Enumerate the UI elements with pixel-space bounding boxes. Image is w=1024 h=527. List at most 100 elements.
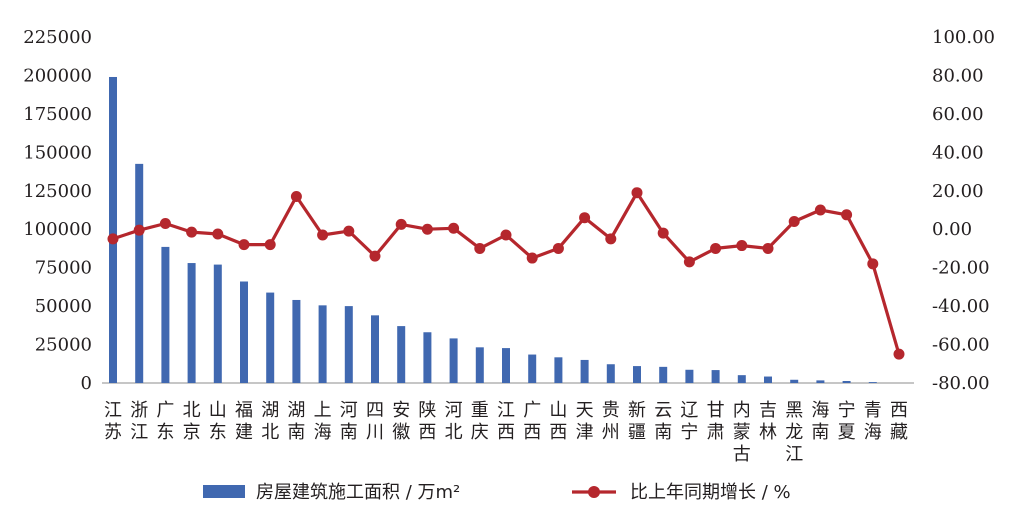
right-tick-label: 80.00	[932, 65, 984, 86]
legend-line-label: 比上年同期增长 / %	[630, 482, 791, 503]
line-point	[448, 222, 460, 234]
category-label: 南	[340, 422, 358, 443]
line-point	[186, 226, 198, 238]
left-axis-ticks: 0 25000 50000 75000 100000 125000 150000 175000…	[23, 27, 92, 394]
category-label: 宁	[838, 400, 856, 421]
line-point	[683, 256, 695, 268]
right-tick-label: 0.00	[932, 219, 972, 240]
bar	[109, 76, 117, 383]
bar	[790, 379, 799, 383]
category-label: 内	[733, 400, 751, 421]
category-label: 浙	[130, 400, 148, 421]
line-point	[107, 233, 119, 245]
line-point	[552, 242, 564, 254]
left-tick-label: 0	[81, 373, 92, 394]
right-tick-label: -20.00	[932, 258, 990, 279]
line-point	[500, 229, 512, 241]
bar	[187, 263, 196, 383]
bar	[685, 369, 694, 383]
category-label: 蒙	[733, 422, 751, 443]
category-label: 龙	[785, 422, 803, 443]
line-point	[762, 242, 774, 254]
category-label: 东	[209, 422, 227, 443]
category-label: 贵	[602, 400, 620, 421]
left-tick-label: 75000	[35, 258, 92, 279]
category-label: 京	[183, 422, 201, 443]
right-tick-label: 60.00	[932, 104, 984, 125]
left-tick-label: 175000	[23, 104, 92, 125]
legend-bar-label: 房屋建筑施工面积 / 万m²	[256, 482, 460, 503]
category-label: 林	[759, 422, 777, 443]
category-label: 四	[366, 400, 384, 421]
line-point	[893, 348, 905, 360]
category-label: 甘	[707, 400, 725, 421]
bar	[449, 338, 458, 383]
right-tick-label: 40.00	[932, 142, 984, 163]
category-label: 广	[156, 400, 174, 421]
bar	[266, 292, 275, 383]
bar	[371, 315, 379, 383]
right-tick-label: 100.00	[932, 27, 995, 48]
category-label: 天	[576, 400, 594, 421]
line-point	[841, 209, 853, 221]
left-tick-label: 125000	[23, 181, 92, 202]
category-label: 东	[156, 422, 174, 443]
left-tick-label: 100000	[23, 219, 92, 240]
category-label: 安	[392, 400, 410, 421]
line-point	[605, 233, 617, 245]
category-label: 州	[602, 422, 620, 443]
category-label: 山	[549, 400, 567, 421]
bar	[580, 359, 589, 383]
category-label: 徽	[392, 422, 410, 443]
category-label: 西	[549, 422, 567, 443]
category-label: 夏	[838, 422, 856, 443]
right-tick-label: -60.00	[932, 335, 990, 356]
category-label: 青	[864, 400, 882, 421]
bar	[816, 380, 825, 383]
line-point	[788, 216, 800, 228]
left-tick-label: 150000	[23, 142, 92, 163]
bar	[502, 348, 510, 383]
category-label: 江	[104, 400, 122, 421]
line-point	[631, 187, 643, 199]
bar	[868, 382, 877, 383]
category-label: 吉	[759, 400, 777, 421]
line-point	[159, 217, 171, 229]
category-label: 福	[235, 400, 253, 421]
category-label: 海	[314, 422, 332, 443]
category-label: 建	[235, 422, 253, 443]
category-label: 南	[654, 422, 672, 443]
bar	[842, 381, 851, 383]
right-axis-ticks: -80.00 -60.00 -40.00 -20.00 0.00 20.00 40.00 60…	[932, 27, 995, 394]
category-label: 云	[654, 400, 672, 421]
line-point	[526, 252, 538, 264]
category-label: 上	[314, 400, 332, 421]
category-label: 北	[183, 400, 201, 421]
category-label: 西	[418, 422, 436, 443]
bar-series	[109, 76, 877, 383]
line-point	[395, 218, 407, 230]
category-label: 西	[497, 422, 515, 443]
category-label: 古	[733, 444, 751, 465]
line-point	[710, 242, 722, 254]
line-point	[343, 225, 355, 237]
category-label: 黑	[785, 400, 803, 421]
line-point	[264, 239, 276, 251]
category-label: 河	[340, 400, 358, 421]
bar	[764, 376, 772, 383]
line-point	[421, 223, 433, 235]
bar	[528, 354, 537, 383]
line-point	[736, 240, 748, 252]
bar	[161, 246, 170, 383]
category-label: 湖	[261, 400, 279, 421]
category-label: 河	[445, 400, 463, 421]
growth-line	[112, 191, 901, 355]
line-point	[814, 204, 826, 216]
category-labels: 江苏浙江广东北京山东福建湖北湖南上海河南四川安徽陕西河北重庆江西广西山西天津贵州…	[104, 400, 908, 465]
bar	[423, 332, 432, 383]
legend: 房屋建筑施工面积 / 万m² 比上年同期增长 / %	[203, 482, 791, 503]
left-tick-label: 225000	[23, 27, 92, 48]
category-label: 重	[471, 400, 489, 421]
category-label: 江	[130, 422, 148, 443]
